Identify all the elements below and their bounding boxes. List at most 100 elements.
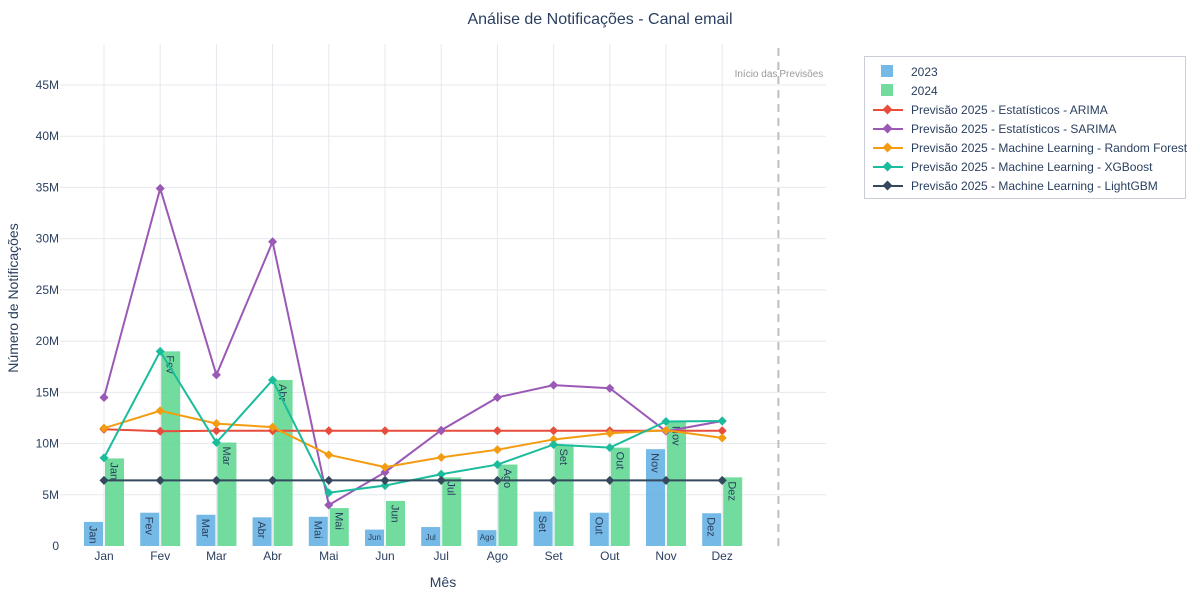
bar-2024-mar[interactable] — [217, 442, 237, 546]
point-previs-o-2025-estat-sticos-arima-fev[interactable] — [155, 426, 165, 436]
point-previs-o-2025-machine-learning-lightgbm-set[interactable] — [549, 475, 559, 485]
legend-item-2024[interactable]: 2024 — [871, 81, 938, 100]
y-tick-label: 15M — [36, 385, 59, 399]
x-tick-label: Jan — [94, 549, 113, 563]
x-tick-label: Fev — [150, 549, 170, 563]
point-previs-o-2025-machine-learning-random-forest-ago[interactable] — [492, 445, 502, 455]
point-previs-o-2025-estat-sticos-sarima-mar[interactable] — [211, 370, 221, 380]
point-previs-o-2025-estat-sticos-sarima-set[interactable] — [549, 380, 559, 390]
point-previs-o-2025-machine-learning-xgboost-dez[interactable] — [717, 416, 727, 426]
bar-2024-nov[interactable] — [667, 422, 686, 546]
series-line-previs-o-2025-estat-sticos-arima[interactable] — [103, 428, 723, 433]
bar-2023-jun[interactable] — [365, 529, 384, 546]
point-previs-o-2025-estat-sticos-sarima-ago[interactable] — [492, 392, 502, 402]
y-tick-label: 35M — [36, 180, 59, 194]
bar-2024-out[interactable] — [610, 447, 630, 546]
point-previs-o-2025-estat-sticos-arima-ago[interactable] — [492, 426, 502, 436]
legend-item-2023[interactable]: 2023 — [871, 62, 938, 81]
bar-label-2023-ago: Ago — [480, 533, 495, 542]
bar-2023-out[interactable] — [589, 512, 609, 546]
bar-label-2024-jul: Jul — [445, 481, 457, 495]
point-previs-o-2025-machine-learning-lightgbm-nov[interactable] — [661, 475, 671, 485]
bar-2024-ago[interactable] — [498, 464, 518, 546]
point-previs-o-2025-machine-learning-random-forest-dez[interactable] — [717, 433, 727, 443]
point-previs-o-2025-machine-learning-random-forest-fev[interactable] — [155, 406, 165, 416]
bar-2024-jun[interactable] — [386, 500, 405, 546]
legend-swatch-xgboost — [871, 157, 905, 176]
point-previs-o-2025-estat-sticos-sarima-fev[interactable] — [155, 183, 165, 193]
point-previs-o-2025-machine-learning-random-forest-jul[interactable] — [436, 452, 446, 462]
point-previs-o-2025-machine-learning-lightgbm-fev[interactable] — [155, 475, 165, 485]
bar-2023-set[interactable] — [533, 511, 553, 546]
point-previs-o-2025-machine-learning-xgboost-set[interactable] — [549, 440, 559, 450]
x-tick-label: Mai — [319, 549, 338, 563]
bar-2023-abr[interactable] — [252, 517, 272, 546]
bar-label-2024-mar: Mar — [220, 447, 232, 466]
legend-label-lightgbm: Previsão 2025 - Machine Learning - Light… — [911, 178, 1158, 193]
bar-2023-jul[interactable] — [421, 527, 441, 546]
bar-2023-dez[interactable] — [702, 513, 722, 546]
bar-2023-mai[interactable] — [308, 516, 328, 546]
series-line-previs-o-2025-machine-learning-random-forest[interactable] — [103, 409, 723, 469]
point-previs-o-2025-machine-learning-lightgbm-jan[interactable] — [99, 475, 109, 485]
legend-swatch-arima — [871, 100, 905, 119]
bar-2024-abr[interactable] — [273, 380, 293, 546]
bar-2023-nov[interactable] — [646, 449, 665, 546]
point-previs-o-2025-machine-learning-xgboost-nov[interactable] — [661, 416, 671, 427]
series-line-previs-o-2025-estat-sticos-sarima[interactable] — [103, 184, 723, 507]
bar-2024-mai[interactable] — [329, 508, 349, 546]
bar-2023-ago[interactable] — [477, 530, 497, 546]
legend-label-2024: 2024 — [911, 83, 938, 98]
legend-item-arima[interactable]: Previsão 2025 - Estatísticos - ARIMA — [871, 100, 1108, 119]
bar-2024-dez[interactable] — [723, 477, 743, 546]
legend-item-random-forest[interactable]: Previsão 2025 - Machine Learning - Rando… — [871, 138, 1187, 157]
bar-label-2024-jun: Jun — [389, 505, 401, 523]
legend-label-arima: Previsão 2025 - Estatísticos - ARIMA — [911, 102, 1108, 117]
legend-item-sarima[interactable]: Previsão 2025 - Estatísticos - SARIMA — [871, 119, 1116, 138]
legend-label-random-forest: Previsão 2025 - Machine Learning - Rando… — [911, 140, 1188, 155]
y-tick-label: 10M — [36, 437, 59, 451]
y-tick-label: 30M — [36, 232, 59, 246]
x-tick-label: Ago — [487, 549, 509, 563]
bar-2023-fev[interactable] — [140, 512, 160, 546]
bar-label-2024-mai: Mai — [332, 512, 344, 530]
point-previs-o-2025-machine-learning-lightgbm-mai[interactable] — [324, 475, 334, 485]
legend-label-xgboost: Previsão 2025 - Machine Learning - XGBoo… — [911, 159, 1153, 174]
point-previs-o-2025-machine-learning-lightgbm-dez[interactable] — [717, 475, 727, 485]
point-previs-o-2025-estat-sticos-arima-set[interactable] — [549, 426, 559, 436]
legend-item-xgboost[interactable]: Previsão 2025 - Machine Learning - XGBoo… — [871, 157, 1152, 176]
legend-item-lightgbm[interactable]: Previsão 2025 - Machine Learning - Light… — [871, 176, 1158, 195]
point-previs-o-2025-estat-sticos-arima-mar[interactable] — [211, 426, 221, 436]
point-previs-o-2025-machine-learning-xgboost-fev[interactable] — [155, 346, 165, 356]
point-previs-o-2025-machine-learning-xgboost-mar[interactable] — [211, 438, 221, 448]
bar-2024-jul[interactable] — [442, 477, 462, 546]
point-previs-o-2025-machine-learning-lightgbm-out[interactable] — [605, 475, 615, 485]
point-previs-o-2025-estat-sticos-sarima-jan[interactable] — [99, 392, 109, 402]
bar-2024-set[interactable] — [554, 444, 574, 546]
x-tick-label: Out — [600, 549, 620, 563]
y-tick-label: 20M — [36, 334, 59, 348]
bar-label-2024-dez: Dez — [726, 481, 738, 501]
point-previs-o-2025-machine-learning-random-forest-mar[interactable] — [211, 419, 221, 429]
point-previs-o-2025-estat-sticos-arima-jun[interactable] — [380, 426, 390, 436]
point-previs-o-2025-machine-learning-lightgbm-jun[interactable] — [380, 475, 390, 485]
y-tick-label: 25M — [36, 283, 59, 297]
forecast-annotation-right: Previsões — [779, 69, 823, 80]
legend: 2023 2024 Previsão 2025 - Estatísticos -… — [864, 56, 1187, 199]
y-tick-label: 40M — [36, 129, 59, 143]
point-previs-o-2025-machine-learning-lightgbm-mar[interactable] — [211, 475, 221, 485]
point-previs-o-2025-machine-learning-random-forest-mai[interactable] — [324, 450, 334, 460]
x-tick-label: Abr — [263, 549, 282, 563]
bar-label-2023-fev: Fev — [143, 517, 155, 536]
legend-swatch-2023 — [871, 62, 905, 81]
point-previs-o-2025-estat-sticos-arima-mai[interactable] — [324, 426, 334, 436]
bar-2023-jan[interactable] — [84, 521, 103, 546]
bar-label-2024-abr: Abr — [276, 384, 288, 401]
point-previs-o-2025-machine-learning-random-forest-jan[interactable] — [99, 423, 109, 433]
y-tick-label: 45M — [36, 78, 59, 92]
bar-2024-fev[interactable] — [161, 351, 181, 546]
point-previs-o-2025-machine-learning-random-forest-set[interactable] — [549, 434, 559, 444]
bar-2023-mar[interactable] — [196, 514, 216, 546]
